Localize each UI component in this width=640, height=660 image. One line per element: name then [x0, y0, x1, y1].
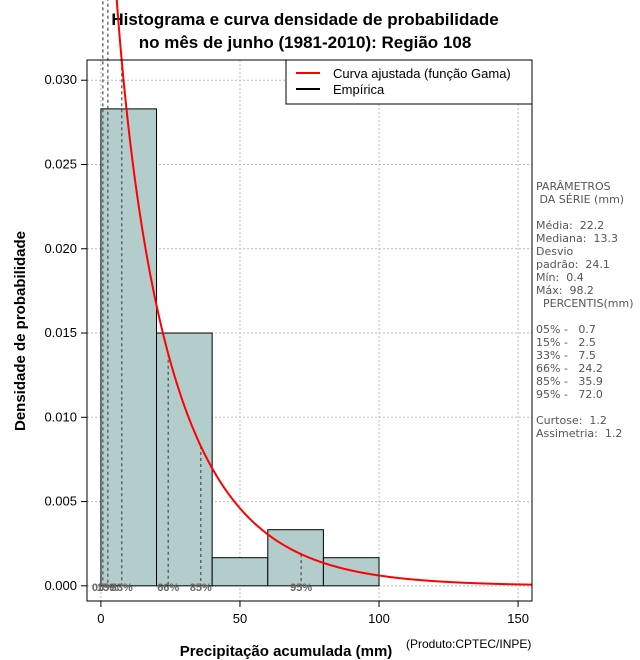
percentile-label: 33%: [111, 582, 133, 594]
y-axis: 0.000 0.005 0.010 0.015 0.020 0.025 0.030: [44, 72, 87, 593]
series-parameters-panel: PARÂMETROS DA SÉRIE (mm) Média: 22.2 Med…: [536, 180, 634, 440]
y-tick-label: 0.030: [44, 72, 77, 87]
y-tick-label: 0.000: [44, 578, 77, 593]
x-axis: 0 50 100 150: [97, 601, 529, 626]
x-tick-label: 100: [368, 611, 390, 626]
y-axis-label: Densidade de probabilidade: [12, 231, 29, 431]
y-tick-label: 0.005: [44, 494, 77, 509]
legend: Curva ajustada (função Gama) Empírica: [285, 59, 533, 105]
x-tick-label: 50: [233, 611, 247, 626]
gamma-curve: [115, 0, 533, 586]
percentile-label: 15%: [97, 582, 119, 594]
histogram-bar: [156, 332, 213, 587]
histogram-bar: [322, 557, 380, 587]
percentile-label: 95%: [290, 582, 312, 594]
chart-title-line1: Histograma e curva densidade de probabil…: [111, 10, 498, 29]
histogram-bars: [100, 108, 380, 587]
histogram-bar: [211, 557, 269, 587]
legend-label-empirical: Empírica: [333, 82, 385, 97]
percentile-label: 66%: [157, 582, 179, 594]
histogram-bar: [267, 529, 324, 587]
legend-box: [285, 59, 533, 105]
x-axis-label: Precipitação acumulada (mm): [180, 643, 393, 660]
y-tick-label: 0.025: [44, 156, 77, 171]
legend-label-curve: Curva ajustada (função Gama): [333, 66, 511, 81]
percentile-label: 05%: [92, 582, 114, 594]
percentile-markers: 05%15%33% 66% 85% 95%: [92, 0, 312, 594]
histogram-bar: [100, 108, 158, 587]
x-tick-label: 150: [507, 611, 529, 626]
x-tick-label: 0: [97, 611, 104, 626]
y-tick-label: 0.020: [44, 241, 77, 256]
percentile-label: 85%: [190, 582, 212, 594]
y-tick-label: 0.010: [44, 409, 77, 424]
chart-title-line2: no mês de junho (1981-2010): Região 108: [139, 33, 472, 52]
product-credit: (Produto:CPTEC/INPE): [406, 637, 532, 651]
gamma-curve-line: [115, 0, 533, 586]
y-tick-label: 0.015: [44, 325, 77, 340]
